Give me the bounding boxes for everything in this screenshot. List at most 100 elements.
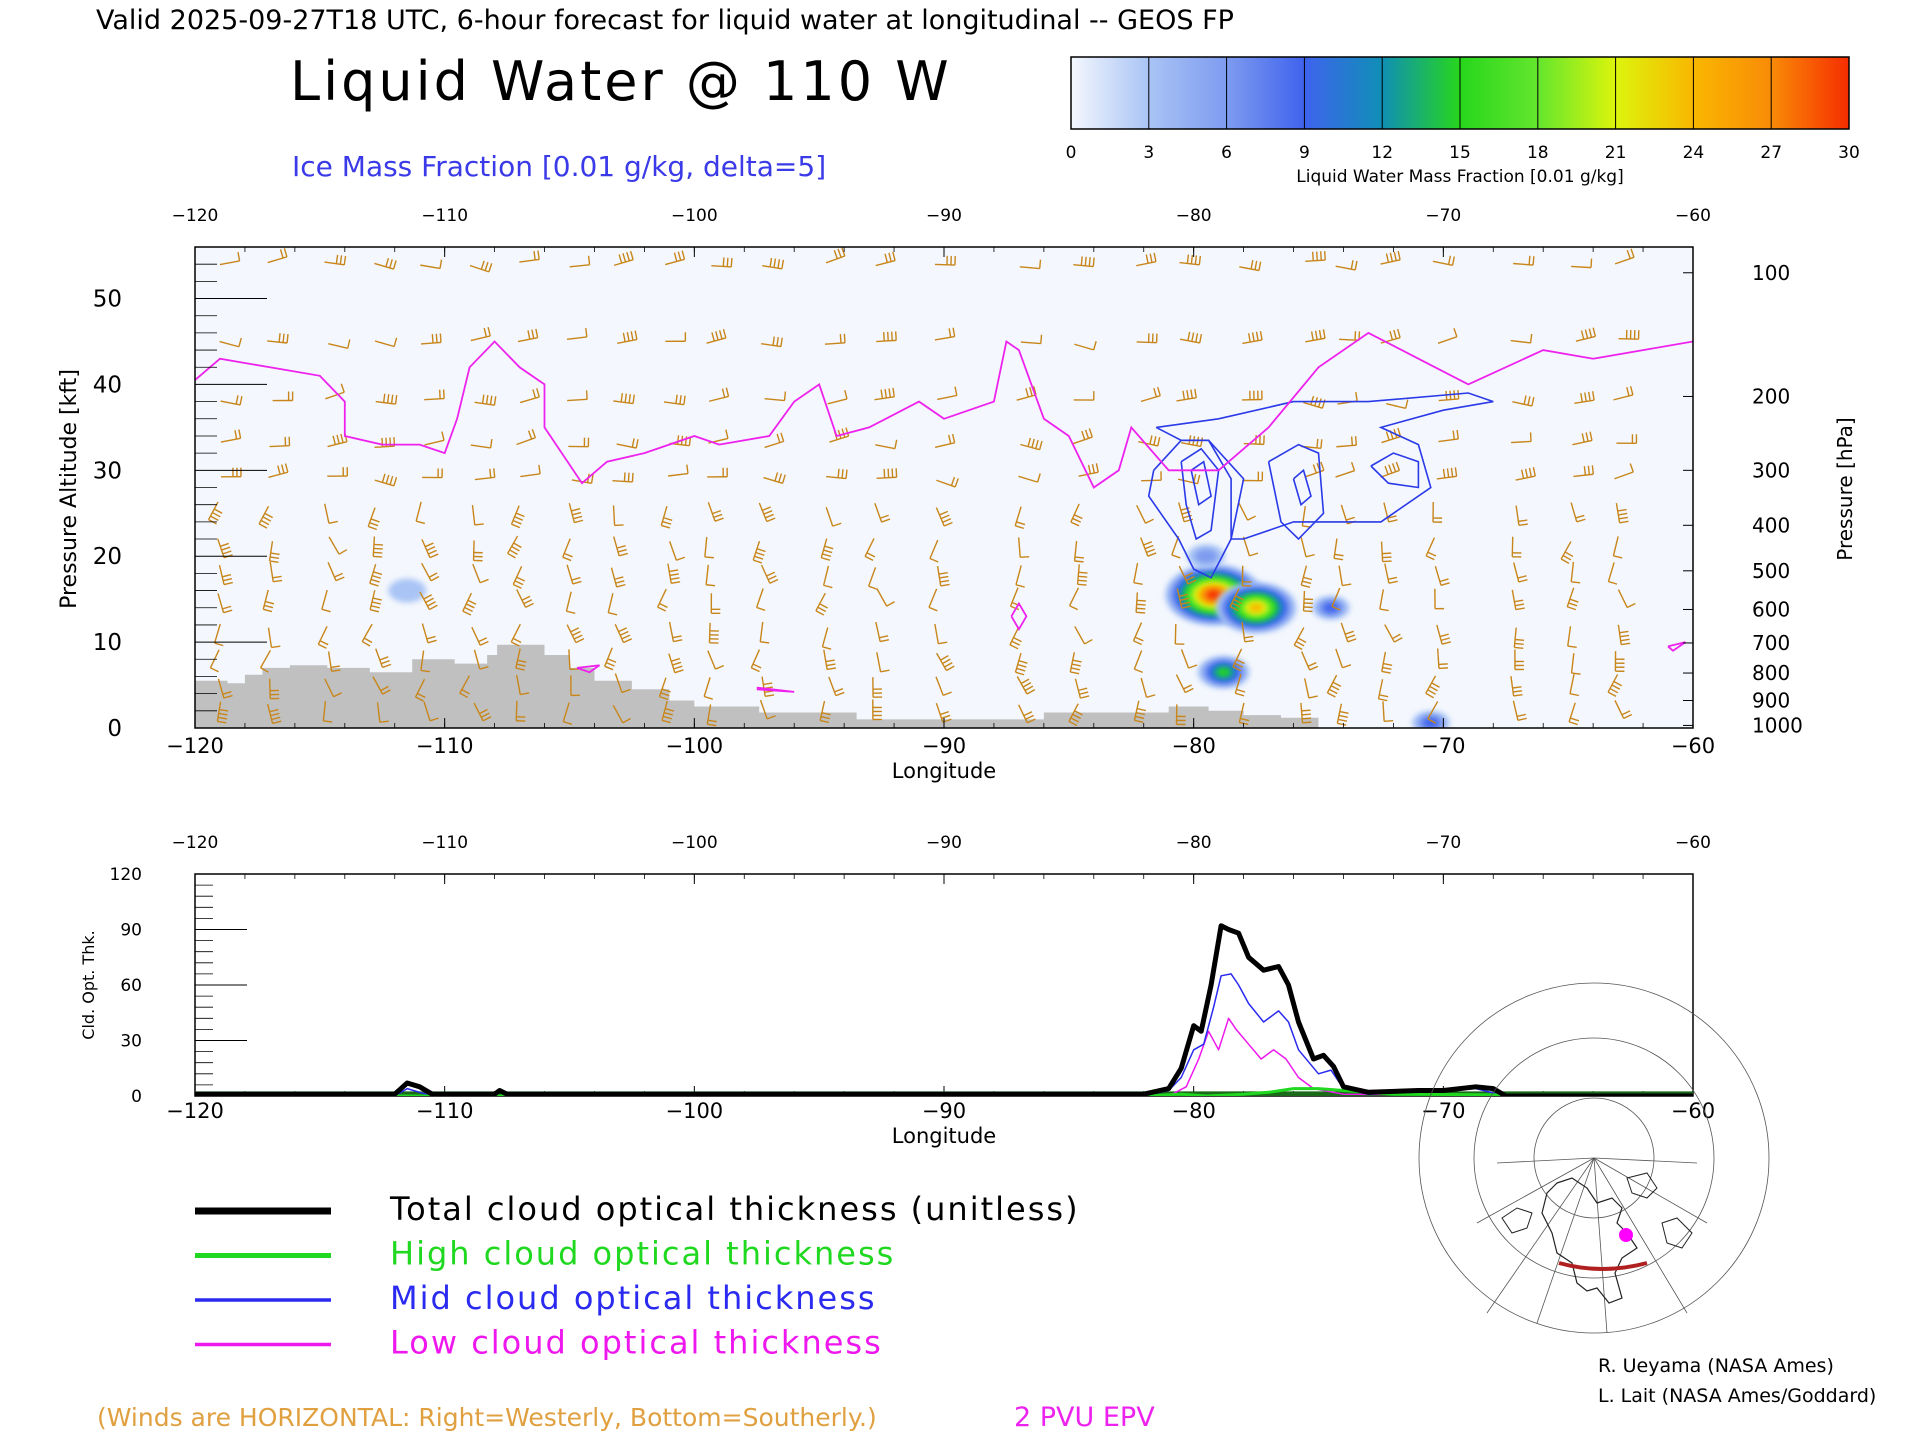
wind-barb [1302, 590, 1314, 613]
colorbar-tick-label: 24 [1683, 143, 1705, 163]
wind-barb [419, 591, 438, 611]
wind-barb [1019, 259, 1042, 270]
wind-barb [1560, 541, 1574, 565]
wind-barb [1300, 702, 1312, 724]
wind-barb [1512, 395, 1535, 407]
wind-barb [567, 390, 588, 402]
wind-barb [376, 702, 389, 723]
wind-barb [764, 432, 785, 449]
wind-barb [707, 502, 724, 522]
ice-contour [1190, 460, 1212, 507]
legend-label: Mid cloud optical thickness [390, 1279, 877, 1317]
credit-line-2: L. Lait (NASA Ames/Goddard) [1598, 1385, 1876, 1407]
wind-barb [864, 538, 876, 562]
wind-barb [569, 255, 591, 268]
wind-barb [1336, 436, 1358, 448]
wind-barb [470, 326, 491, 342]
colorbar-tick-label: 30 [1838, 143, 1860, 163]
wind-barb [1241, 565, 1252, 587]
wind-barb [1514, 649, 1524, 671]
x-tick-label: −70 [1421, 1099, 1465, 1123]
top-tick-label: −120 [172, 833, 219, 853]
wind-barb [474, 468, 496, 481]
wind-barb [1427, 701, 1439, 724]
wind-barb [1515, 467, 1536, 481]
wind-barb [1326, 674, 1342, 698]
wind-barb [1338, 565, 1352, 587]
credit-line-1: R. Ueyama (NASA Ames) [1598, 1355, 1834, 1377]
wind-barb [1340, 622, 1357, 643]
wind-barb [1570, 561, 1581, 584]
wind-barb [375, 393, 398, 405]
top-tick-label: −60 [1675, 206, 1711, 226]
wind-barb [1335, 260, 1358, 271]
page-title: Liquid Water @ 110 W [290, 50, 952, 113]
epv-loop [576, 664, 601, 674]
wind-barb [421, 539, 439, 559]
wind-barb [1511, 432, 1532, 444]
wind-barb [324, 678, 342, 698]
wind-barb [876, 588, 895, 607]
wind-barb [1018, 473, 1041, 483]
winds-note: (Winds are HORIZONTAL: Right=Westerly, B… [97, 1403, 877, 1432]
wind-barb [1380, 250, 1401, 265]
wind-barb [259, 649, 272, 673]
wind-barb [665, 250, 686, 266]
wind-barb [327, 651, 341, 673]
wind-barb [1229, 588, 1244, 612]
wind-barb [324, 503, 338, 525]
legend: Total cloud optical thickness (unitless)… [195, 1190, 1078, 1362]
pressure-tick-label: 600 [1752, 597, 1790, 621]
cross-section-panel: −120 −110 −100 −90 −80 −70 −60 −120 −110 −100 −90 −… [57, 206, 1857, 783]
wind-barb [1381, 651, 1393, 674]
wind-barb [262, 589, 275, 613]
wind-barb [219, 252, 241, 266]
wind-barb [1076, 564, 1088, 586]
wind-barb [322, 700, 333, 723]
wind-barb [1171, 535, 1181, 559]
wind-barb [815, 592, 828, 616]
wind-barb [1016, 676, 1036, 695]
optical-thickness-frame [194, 873, 1694, 1097]
wind-barb [217, 678, 233, 699]
wind-barb [1614, 700, 1633, 720]
wind-barb [267, 627, 281, 649]
wind-barb [1242, 471, 1264, 482]
wind-barb [1382, 701, 1394, 722]
wind-barb [1434, 588, 1445, 610]
wind-barb [760, 564, 779, 584]
wind-barb [1380, 328, 1401, 344]
wind-barb [1425, 675, 1440, 699]
wind-barb [703, 677, 713, 700]
wind-barb [872, 677, 883, 698]
wind-barb [520, 464, 541, 478]
wind-barb [1241, 390, 1263, 401]
wind-barb [1614, 248, 1635, 265]
wind-barb [1510, 333, 1533, 344]
wind-barb [612, 472, 634, 483]
wind-barb [1380, 461, 1401, 478]
wind-barb [1616, 434, 1638, 444]
colorbar-tick-label: 3 [1143, 143, 1154, 163]
cross-section-axes: −120 −110 −100 −90 −80 −70 −60 −120 −110 −100 −90 −… [93, 206, 1803, 758]
wind-barb [929, 539, 939, 563]
wind-barb [474, 394, 497, 406]
wind-barb [472, 563, 489, 584]
wind-barb [473, 702, 492, 722]
wind-barb [374, 473, 398, 487]
wind-barb [761, 336, 783, 348]
ice-contour [1155, 392, 1494, 540]
wind-barb [1069, 652, 1082, 675]
legend-label: Low cloud optical thickness [390, 1324, 883, 1362]
x-tick-label: −80 [1172, 734, 1216, 758]
wind-barb [1305, 251, 1326, 262]
wind-barb [820, 538, 834, 561]
wind-barb [827, 390, 848, 405]
optical-thickness-axes: −120 −110 −100 −90 −80 −70 −60 −120 −110 −100 −90 −… [110, 833, 1716, 1123]
wind-barb [613, 392, 635, 405]
wind-barb [510, 623, 522, 647]
wind-barb [471, 505, 484, 526]
liquid-water-cell [1206, 590, 1221, 600]
wind-barb [755, 588, 766, 612]
subtitle: Ice Mass Fraction [0.01 g/kg, delta=5] [292, 150, 826, 183]
